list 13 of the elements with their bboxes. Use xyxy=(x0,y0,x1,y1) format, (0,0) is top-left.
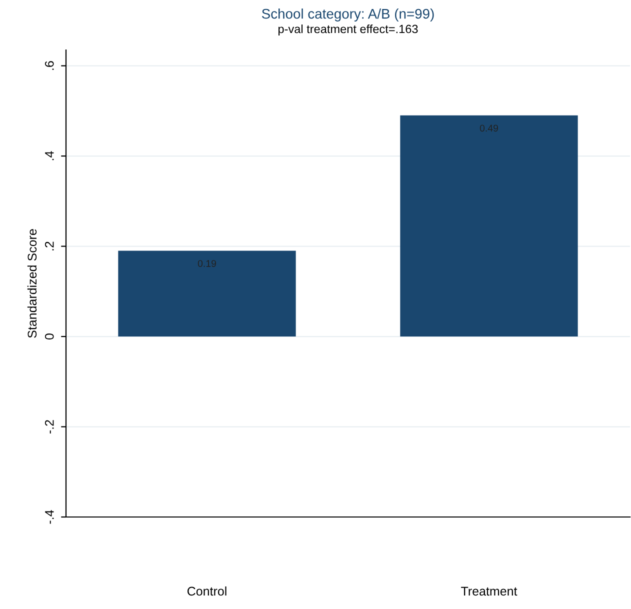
chart-title: School category: A/B (n=99) xyxy=(262,8,434,22)
y-tick-label: .2 xyxy=(44,242,54,250)
y-tick-label: -.4 xyxy=(45,510,54,524)
y-tick-label: .4 xyxy=(45,151,54,160)
y-axis-title: Standardized Score xyxy=(27,229,37,338)
x-tick-label: Control xyxy=(187,586,226,596)
y-tick-label: -.2 xyxy=(44,420,54,434)
data-label: 0.19 xyxy=(198,260,216,267)
y-tick-label: .6 xyxy=(44,61,54,70)
y-tick-label: 0 xyxy=(44,334,54,340)
data-label: 0.49 xyxy=(480,124,498,132)
chart-subtitle: p-val treatment effect=.163 xyxy=(278,24,418,36)
x-tick-label: Treatment xyxy=(461,586,518,596)
